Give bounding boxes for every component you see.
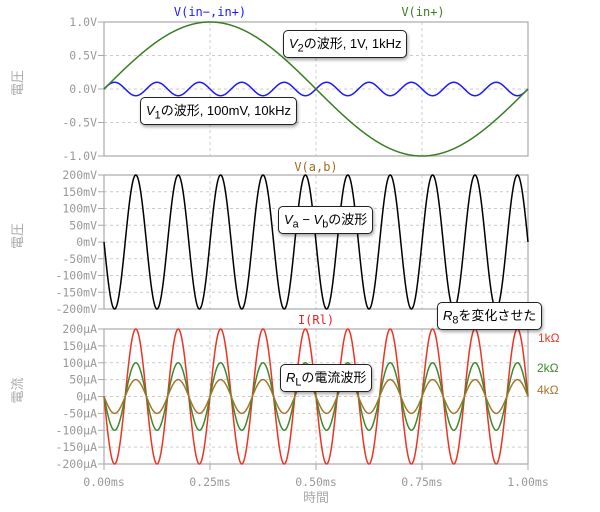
y-tick-label: 0.5V: [69, 49, 97, 63]
series-line-V(a,b): [103, 174, 529, 310]
annot-main: V: [289, 36, 298, 51]
annot-main: R: [443, 308, 453, 323]
annot-text: の波形, 100mV, 10kHz: [160, 103, 291, 118]
annot-sub: a: [292, 218, 299, 231]
series-title: V(in−,in+): [174, 5, 246, 19]
annot-text: −: [298, 212, 314, 227]
annot-text: の波形, 1V, 1kHz: [303, 36, 402, 51]
y-tick-label: -50µA: [62, 406, 97, 420]
annotation-v1: V1の波形, 100mV, 10kHz: [140, 97, 297, 125]
annot-text: の電流波形: [301, 370, 367, 385]
annot-main: V: [146, 103, 155, 118]
y-tick-label: 200mV: [62, 168, 97, 182]
annot-sub: 2: [297, 42, 304, 55]
y-tick-label: -200µA: [55, 457, 97, 471]
legend-1k: 1kΩ: [538, 331, 560, 345]
annotation-vab: Va − Vbの波形: [278, 206, 374, 234]
y-axis-label: 電圧: [11, 70, 26, 96]
x-tick-label: 0.25ms: [189, 475, 231, 489]
annotation-rl: RLの電流波形: [280, 364, 373, 392]
series-line-4kΩ: [103, 378, 529, 415]
annot-sub: 8: [452, 314, 459, 327]
y-tick-label: -0.5V: [62, 116, 97, 130]
y-tick-label: -50mV: [62, 252, 97, 266]
annot-text: を変化させた: [458, 308, 537, 323]
x-axis-label: 時間: [303, 491, 329, 506]
y-tick-label: -150µA: [55, 440, 97, 454]
annotation-v2: V2の波形, 1V, 1kHz: [283, 30, 408, 58]
annot-sub: 1: [154, 109, 161, 122]
annot-main: V: [284, 212, 293, 227]
x-tick-label: 0.75ms: [401, 475, 443, 489]
y-axis-label: 電圧: [11, 223, 26, 249]
y-tick-label: 1.0V: [69, 15, 97, 29]
y-tick-label: 50mV: [69, 218, 97, 232]
y-tick-label: -150mV: [55, 285, 97, 299]
y-tick-label: 0µA: [76, 390, 97, 404]
y-tick-label: 50µA: [69, 373, 97, 387]
annot-text: の波形: [328, 212, 368, 227]
y-tick-label: 0mV: [76, 235, 97, 249]
y-tick-label: 100mV: [62, 202, 97, 216]
legend-2k: 2kΩ: [537, 361, 559, 375]
series-title: V(a,b): [294, 160, 337, 174]
x-tick-label: 1.00ms: [507, 475, 549, 489]
y-tick-label: -200mV: [55, 302, 97, 316]
annot-sub: b: [322, 218, 329, 231]
y-tick-label: 100µA: [62, 356, 97, 370]
y-axis-label: 電流: [11, 377, 26, 403]
annot-main: R: [286, 370, 296, 385]
x-tick-label: 0.50ms: [295, 475, 337, 489]
y-tick-label: 0.0V: [69, 82, 97, 96]
y-tick-label: 150µA: [62, 339, 97, 353]
chart-title: I(Rl): [298, 313, 334, 327]
y-tick-label: -1.0V: [62, 149, 97, 163]
y-tick-label: 200µA: [62, 322, 97, 336]
y-tick-label: -100µA: [55, 423, 97, 437]
series-title: V(in+): [401, 5, 444, 19]
legend-4k: 4kΩ: [537, 383, 559, 397]
x-tick-label: 0.00ms: [83, 475, 125, 489]
annotation-r8: R8を変化させた: [437, 302, 543, 330]
series-line-V(in+): [103, 21, 529, 157]
y-tick-label: -100mV: [55, 269, 97, 283]
annot-sub: L: [295, 376, 302, 389]
annot-main: V: [313, 212, 323, 227]
y-tick-label: 150mV: [62, 185, 97, 199]
